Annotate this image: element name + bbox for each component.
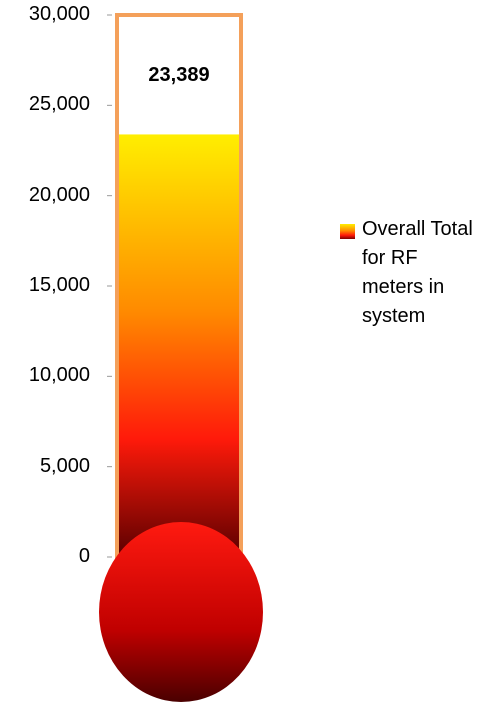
- y-tick-label: 30,000: [28, 3, 90, 25]
- thermometer-bulb: [99, 522, 263, 702]
- y-tick-label: 15,000: [28, 274, 90, 296]
- y-tick-label: 10,000: [28, 364, 90, 387]
- y-tick-label: 0: [78, 545, 90, 567]
- value-bar: [119, 134, 239, 558]
- data-label: 23,389: [148, 63, 210, 86]
- legend-swatch: [340, 224, 355, 239]
- bar-group: [99, 13, 263, 702]
- y-tick-label: 20,000: [28, 183, 90, 206]
- legend-label: Overall Total for RF meters in system: [362, 218, 473, 327]
- y-tick-label: 25,000: [28, 93, 90, 116]
- y-axis: [107, 14, 112, 558]
- y-tick-label: 5,000: [39, 454, 90, 477]
